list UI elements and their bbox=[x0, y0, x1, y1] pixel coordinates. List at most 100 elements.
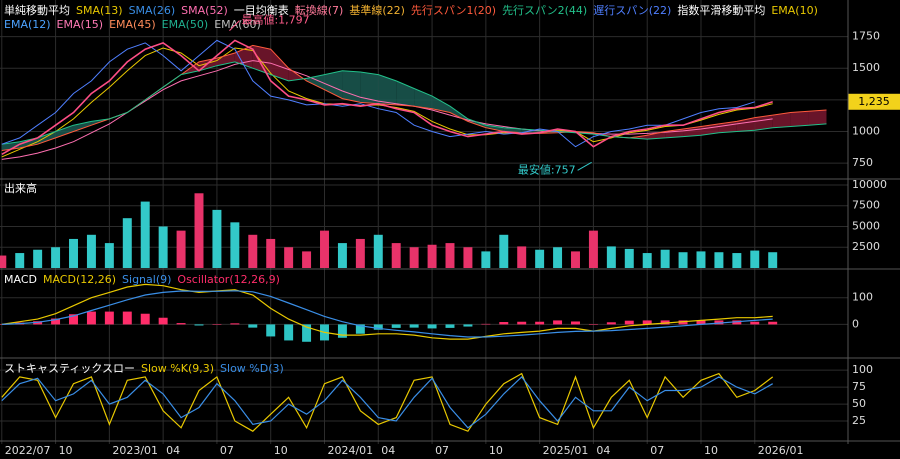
cloud-segment bbox=[736, 117, 755, 132]
legend-label: Oscillator(12,26,9) bbox=[177, 273, 279, 286]
oscillator-bar bbox=[606, 322, 616, 325]
x-tick-label: 07 bbox=[435, 444, 449, 457]
volume-bar bbox=[624, 248, 634, 268]
volume-bar bbox=[571, 251, 580, 268]
volume-bar bbox=[0, 255, 7, 268]
cloud-segment bbox=[234, 45, 253, 69]
legend-label: EMA(50) bbox=[162, 18, 209, 31]
volume-bar bbox=[266, 238, 276, 268]
oscillator-bar bbox=[230, 323, 240, 325]
legend-heading: 単純移動平均 bbox=[4, 3, 70, 17]
x-tick-label: 07 bbox=[650, 444, 664, 457]
legend-label: EMA(10) bbox=[771, 4, 818, 17]
y-tick-label: 100 bbox=[852, 291, 873, 304]
volume-bar bbox=[51, 247, 61, 268]
oscillator-bar bbox=[660, 320, 670, 325]
cloud-segment bbox=[396, 80, 415, 107]
volume-bar bbox=[606, 246, 616, 268]
legend-label: SMA(52) bbox=[181, 4, 228, 17]
oscillator-bar bbox=[176, 323, 186, 325]
legend-label: 基準線(22) bbox=[349, 3, 405, 17]
volume-bar bbox=[176, 230, 186, 268]
volume-bar bbox=[535, 249, 545, 268]
volume-bar bbox=[660, 249, 670, 268]
volume-bar bbox=[750, 250, 760, 268]
oscillator-bar bbox=[768, 321, 778, 325]
y-tick-label: 1750 bbox=[852, 30, 880, 43]
cloud-segment bbox=[485, 125, 504, 132]
volume-bar bbox=[104, 243, 114, 268]
volume-bar bbox=[696, 251, 706, 268]
volume-bar bbox=[355, 238, 365, 268]
y-tick-label: 5000 bbox=[852, 219, 880, 232]
y-tick-label: 1000 bbox=[852, 125, 880, 138]
x-tick-label: 2023/01 bbox=[112, 444, 158, 457]
legend-label: MACD(12,26) bbox=[43, 273, 116, 286]
cloud-segment bbox=[449, 106, 468, 122]
cloud-segment bbox=[306, 74, 325, 90]
volume-bar bbox=[768, 252, 778, 268]
oscillator-bar bbox=[51, 318, 61, 325]
legend-label: EMA(15) bbox=[57, 18, 104, 31]
cloud-segment bbox=[754, 115, 773, 131]
series-line bbox=[1, 290, 773, 338]
volume-bar bbox=[481, 251, 491, 268]
volume-bar bbox=[391, 243, 401, 268]
oscillator-bar bbox=[463, 324, 473, 327]
x-tick-label: 07 bbox=[220, 444, 234, 457]
series-line bbox=[1, 39, 773, 155]
volume-bar bbox=[33, 249, 43, 268]
volume-bar bbox=[409, 247, 419, 268]
x-tick-label: 2022/07 bbox=[5, 444, 51, 457]
volume-bar bbox=[642, 253, 652, 268]
x-tick-label: 04 bbox=[381, 444, 395, 457]
series-line bbox=[1, 376, 773, 429]
volume-bar bbox=[194, 193, 204, 268]
oscillator-bar bbox=[122, 311, 132, 325]
cloud-segment bbox=[647, 131, 666, 140]
oscillator-bar bbox=[355, 324, 365, 334]
legend-label: Signal(9) bbox=[122, 273, 171, 286]
series-line bbox=[1, 61, 827, 145]
volume-bar bbox=[284, 247, 294, 268]
cloud-segment bbox=[342, 70, 361, 103]
oscillator-bar bbox=[391, 324, 401, 328]
oscillator-bar bbox=[373, 324, 383, 330]
legend-label: EMA(12) bbox=[4, 18, 51, 31]
last-price-label: 1,235 bbox=[858, 95, 890, 108]
cloud-segment bbox=[270, 49, 289, 81]
legend-label: 先行スパン2(44) bbox=[502, 4, 587, 17]
panel-title: MACD bbox=[4, 273, 37, 286]
oscillator-bar bbox=[588, 324, 598, 325]
x-tick-label: 04 bbox=[166, 444, 180, 457]
oscillator-bar bbox=[194, 324, 204, 326]
cloud-segment bbox=[790, 111, 809, 127]
oscillator-bar bbox=[481, 323, 491, 325]
volume-bar bbox=[212, 209, 222, 268]
oscillator-bar bbox=[678, 320, 688, 325]
x-tick-label: 10 bbox=[59, 444, 73, 457]
volume-bar bbox=[463, 247, 473, 268]
oscillator-bar bbox=[212, 324, 222, 325]
volume-bar bbox=[320, 230, 329, 268]
x-tick-label: 10 bbox=[274, 444, 288, 457]
x-tick-label: 2025/01 bbox=[543, 444, 589, 457]
legend-label: SMA(13) bbox=[76, 4, 123, 17]
oscillator-bar bbox=[624, 320, 634, 325]
annotation-arrow bbox=[229, 20, 240, 31]
legend-heading: 一目均衡表 bbox=[234, 3, 289, 17]
legend-label: 先行スパン1(20) bbox=[411, 4, 496, 17]
cloud-segment bbox=[432, 96, 450, 113]
last-price-box bbox=[848, 93, 900, 110]
legend-heading: 指数平滑移動平均 bbox=[677, 3, 765, 17]
volume-bar bbox=[588, 230, 598, 268]
volume-bar bbox=[445, 243, 455, 268]
oscillator-bar bbox=[714, 320, 724, 325]
volume-bar bbox=[248, 234, 258, 268]
volume-bar bbox=[427, 244, 437, 268]
x-tick-label: 10 bbox=[704, 444, 718, 457]
volume-bar bbox=[69, 238, 78, 268]
oscillator-bar bbox=[535, 321, 545, 325]
oscillator-bar bbox=[732, 320, 742, 325]
cloud-segment bbox=[808, 110, 827, 126]
